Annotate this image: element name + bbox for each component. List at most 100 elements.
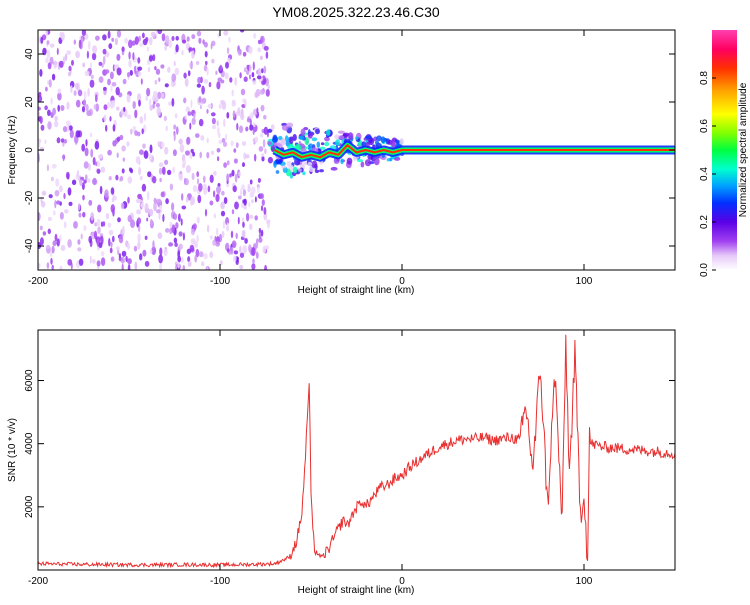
- heatmap-cell: [220, 100, 225, 105]
- heatmap-cell: [238, 125, 244, 133]
- heatmap-cell: [129, 69, 133, 76]
- heatmap-cell: [94, 222, 98, 227]
- heatmap-cell: [375, 140, 379, 145]
- heatmap-cell: [258, 232, 262, 240]
- ridge-band-core: [274, 144, 675, 159]
- heatmap-cell: [45, 86, 48, 92]
- heatmap-cell: [146, 191, 150, 201]
- heatmap-cell: [365, 135, 372, 140]
- heatmap-cell: [71, 59, 74, 66]
- heatmap-cell: [249, 118, 252, 126]
- heatmap-cell: [171, 36, 175, 41]
- heatmap-cell: [107, 30, 111, 39]
- heatmap-cell: [40, 124, 45, 131]
- heatmap-cell: [61, 32, 65, 41]
- heatmap-cell: [132, 101, 136, 109]
- heatmap-cell: [234, 77, 237, 86]
- heatmap-cell: [298, 168, 302, 172]
- heatmap-cell: [62, 154, 65, 162]
- heatmap-cell: [64, 53, 68, 61]
- heatmap-cell: [55, 178, 60, 187]
- heatmap-cell: [89, 132, 93, 138]
- heatmap-cell: [213, 213, 216, 219]
- heatmap-cell: [92, 177, 97, 186]
- heatmap-cell: [223, 162, 228, 168]
- heatmap-cell: [81, 143, 86, 152]
- heatmap-cell: [49, 251, 53, 258]
- heatmap-cell: [173, 213, 178, 220]
- heatmap-cell: [126, 141, 130, 147]
- heatmap-cell: [110, 85, 113, 92]
- heatmap-cell: [324, 141, 330, 147]
- heatmap-cell: [243, 198, 247, 206]
- heatmap-cell: [185, 196, 189, 203]
- heatmap-cell: [178, 243, 183, 250]
- heatmap-cell: [194, 241, 198, 248]
- snr-x-axis-label: Height of straight line (km): [298, 585, 415, 596]
- heatmap-cell: [144, 203, 149, 212]
- heatmap-cell: [116, 67, 122, 76]
- heatmap-cell: [137, 241, 141, 250]
- heatmap-cell: [206, 67, 209, 76]
- heatmap-cell: [181, 205, 187, 210]
- heatmap-cell: [215, 241, 221, 247]
- heatmap-cell: [144, 235, 148, 240]
- heatmap-cell: [189, 61, 193, 69]
- heatmap-cell: [252, 108, 258, 116]
- heatmap-cell: [249, 214, 254, 219]
- heatmap-cell: [258, 146, 264, 152]
- heatmap-cell: [158, 167, 163, 175]
- heatmap-cell: [242, 221, 245, 228]
- heatmap-cell: [158, 77, 161, 82]
- heatmap-cell: [237, 49, 242, 56]
- heatmap-cell: [222, 141, 228, 147]
- heatmap-cell: [164, 146, 169, 155]
- heatmap-cell: [66, 101, 70, 110]
- heatmap-cell: [139, 175, 143, 181]
- heatmap-cell: [270, 124, 275, 131]
- heatmap-cell: [90, 212, 95, 221]
- heatmap-cell: [252, 127, 255, 136]
- heatmap-cell: [149, 144, 153, 154]
- heatmap-cell: [110, 256, 115, 262]
- heatmap-cell: [111, 82, 117, 87]
- heatmap-cell: [130, 128, 133, 135]
- heatmap-cell: [219, 64, 223, 71]
- heatmap-cell: [251, 186, 256, 194]
- heatmap-cell: [238, 171, 241, 177]
- heatmap-cell: [211, 124, 217, 130]
- heatmap-cell: [248, 64, 252, 74]
- heatmap-cell: [68, 201, 73, 206]
- heatmap-cell: [284, 135, 289, 143]
- heatmap-cell: [195, 248, 200, 258]
- heatmap-cell: [133, 245, 138, 252]
- heatmap-cell: [257, 68, 262, 76]
- heatmap-cell: [300, 128, 306, 136]
- heatmap-cell: [216, 148, 221, 153]
- heatmap-cell: [47, 228, 51, 235]
- heatmap-cell: [260, 205, 264, 212]
- heatmap-cell: [93, 230, 98, 240]
- heatmap-cell: [244, 238, 248, 244]
- heatmap-cell: [122, 78, 127, 85]
- heatmap-cell: [121, 168, 125, 174]
- heatmap-cell: [136, 198, 141, 204]
- heatmap-cell: [149, 104, 153, 111]
- heatmap-cell: [112, 124, 116, 132]
- heatmap-cell: [147, 171, 152, 178]
- heatmap-cell: [240, 113, 245, 120]
- heatmap-cell: [69, 129, 74, 139]
- heatmap-cell: [169, 183, 174, 191]
- heatmap-cell: [231, 89, 234, 97]
- heatmap-cell: [239, 264, 244, 270]
- heatmap-cell: [223, 30, 229, 36]
- heatmap-cell: [123, 106, 126, 112]
- heatmap-cell: [209, 200, 214, 206]
- heatmap-cell: [234, 173, 238, 183]
- heatmap-cell: [158, 162, 164, 167]
- heatmap-cell: [247, 185, 251, 193]
- heatmap-cell: [230, 230, 234, 239]
- heatmap-cell: [238, 195, 242, 200]
- heatmap-cell: [128, 39, 133, 49]
- heatmap-cell: [251, 199, 254, 204]
